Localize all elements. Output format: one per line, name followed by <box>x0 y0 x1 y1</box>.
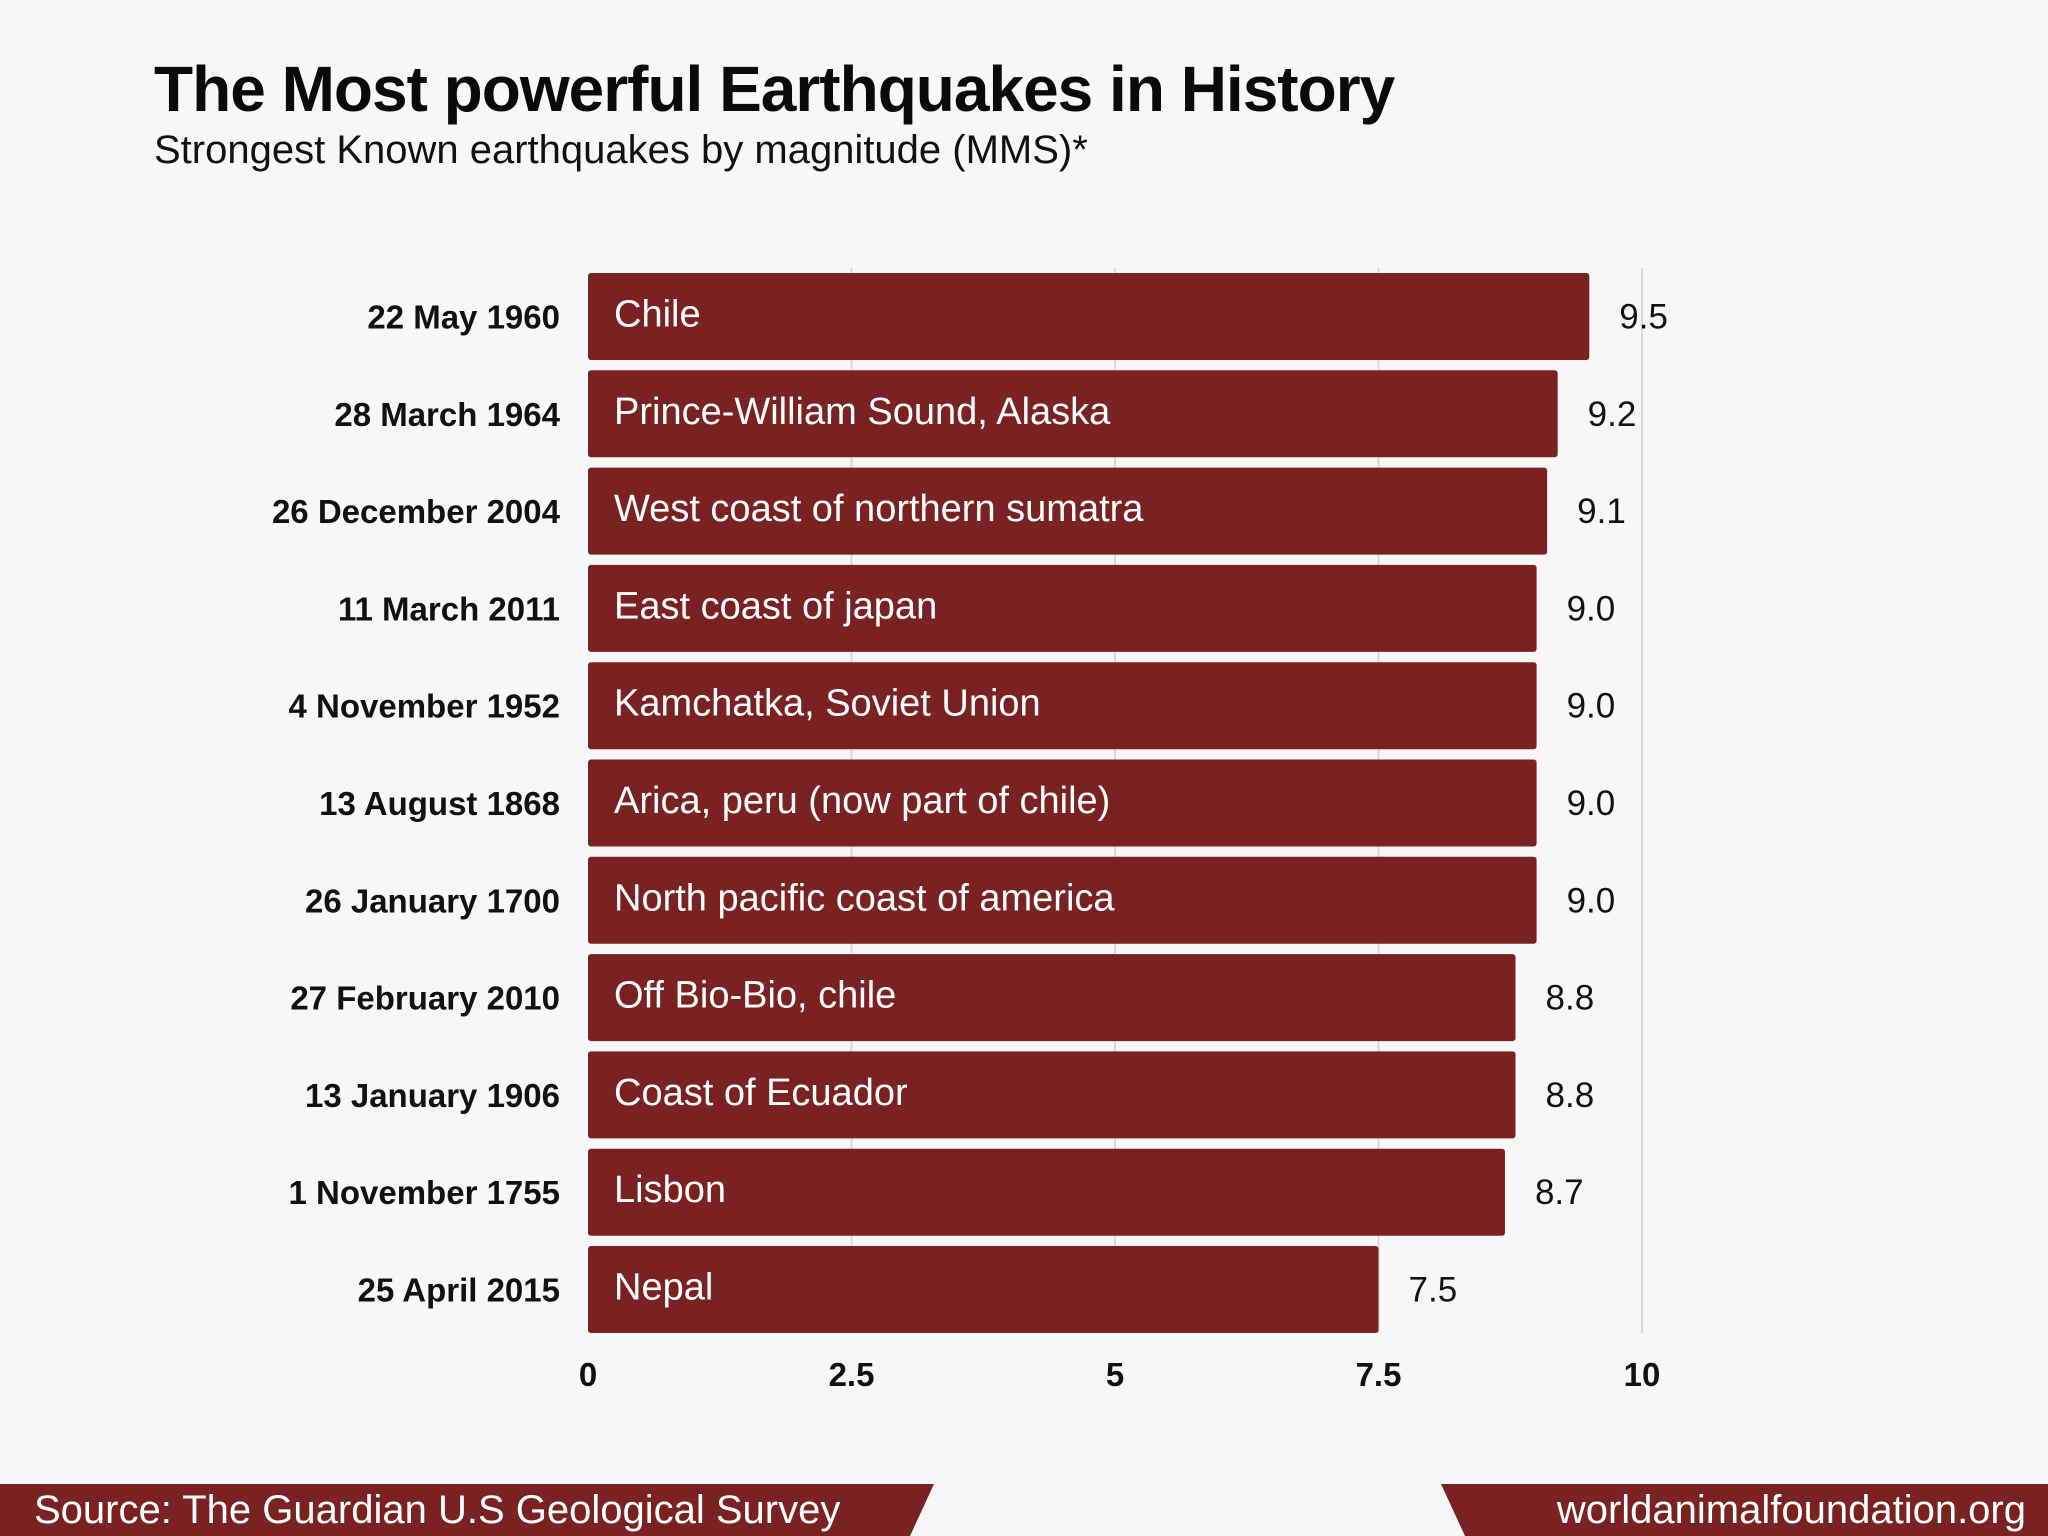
bar-label: Off Bio-Bio, chile <box>614 975 896 1017</box>
chart-subtitle: Strongest Known earthquakes by magnitude… <box>154 128 1088 172</box>
bar-label: Prince-William Sound, Alaska <box>614 391 1111 433</box>
bar-chart: 0 2.5 5 7.5 10 22 May 1960 Chile 9.5 28 March 19… <box>272 268 1668 1393</box>
bar <box>588 662 1537 750</box>
site-footer: worldanimalfoundation.org <box>1441 1484 2048 1536</box>
date-label: 13 August 1868 <box>319 785 560 822</box>
date-label: 22 May 1960 <box>367 299 560 336</box>
x-tick-label: 7.5 <box>1356 1356 1402 1393</box>
x-tick-label: 10 <box>1624 1356 1661 1393</box>
bar <box>588 1051 1516 1139</box>
bar <box>588 467 1548 555</box>
date-label: 28 March 1964 <box>334 396 560 433</box>
bar-label: Coast of Ecuador <box>614 1072 908 1114</box>
bar-label: West coast of northern sumatra <box>614 488 1144 530</box>
x-tick-label: 2.5 <box>829 1356 875 1393</box>
bar-label: North pacific coast of america <box>614 877 1115 919</box>
source-footer: Source: The Guardian U.S Geological Surv… <box>0 1484 934 1536</box>
value-label: 9.5 <box>1619 298 1668 337</box>
date-label: 26 December 2004 <box>272 493 561 530</box>
bar <box>588 759 1537 847</box>
bar <box>588 856 1537 944</box>
bar <box>588 1148 1505 1236</box>
value-label: 8.8 <box>1546 979 1595 1018</box>
date-label: 25 April 2015 <box>358 1272 560 1309</box>
value-label: 9.0 <box>1567 784 1616 823</box>
bar-label: Arica, peru (now part of chile) <box>614 780 1110 822</box>
bar-label: Chile <box>614 294 701 336</box>
date-label: 27 February 2010 <box>290 980 560 1017</box>
date-label: 11 March 2011 <box>338 590 560 627</box>
date-label: 4 November 1952 <box>289 688 561 725</box>
value-label: 9.0 <box>1567 589 1616 628</box>
value-label: 9.0 <box>1567 687 1616 726</box>
value-label: 9.1 <box>1577 492 1626 531</box>
x-tick-label: 0 <box>579 1356 597 1393</box>
bar-label: Nepal <box>614 1267 713 1309</box>
value-label: 7.5 <box>1409 1271 1458 1310</box>
date-label: 1 November 1755 <box>289 1174 561 1211</box>
date-label: 26 January 1700 <box>305 882 560 919</box>
bar <box>588 954 1516 1042</box>
bar-label: Lisbon <box>614 1169 726 1211</box>
x-tick-label: 5 <box>1106 1356 1124 1393</box>
value-label: 8.7 <box>1535 1173 1584 1212</box>
bar <box>588 370 1558 458</box>
bar <box>588 564 1537 652</box>
bar <box>588 1246 1379 1333</box>
value-label: 8.8 <box>1546 1076 1595 1115</box>
value-label: 9.2 <box>1588 395 1637 434</box>
date-label: 13 January 1906 <box>305 1077 560 1114</box>
chart-title: The Most powerful Earthquakes in History <box>154 53 1395 125</box>
value-label: 9.0 <box>1567 881 1616 920</box>
bar-label: East coast of japan <box>614 585 937 627</box>
bar <box>588 273 1590 360</box>
bar-label: Kamchatka, Soviet Union <box>614 683 1041 725</box>
